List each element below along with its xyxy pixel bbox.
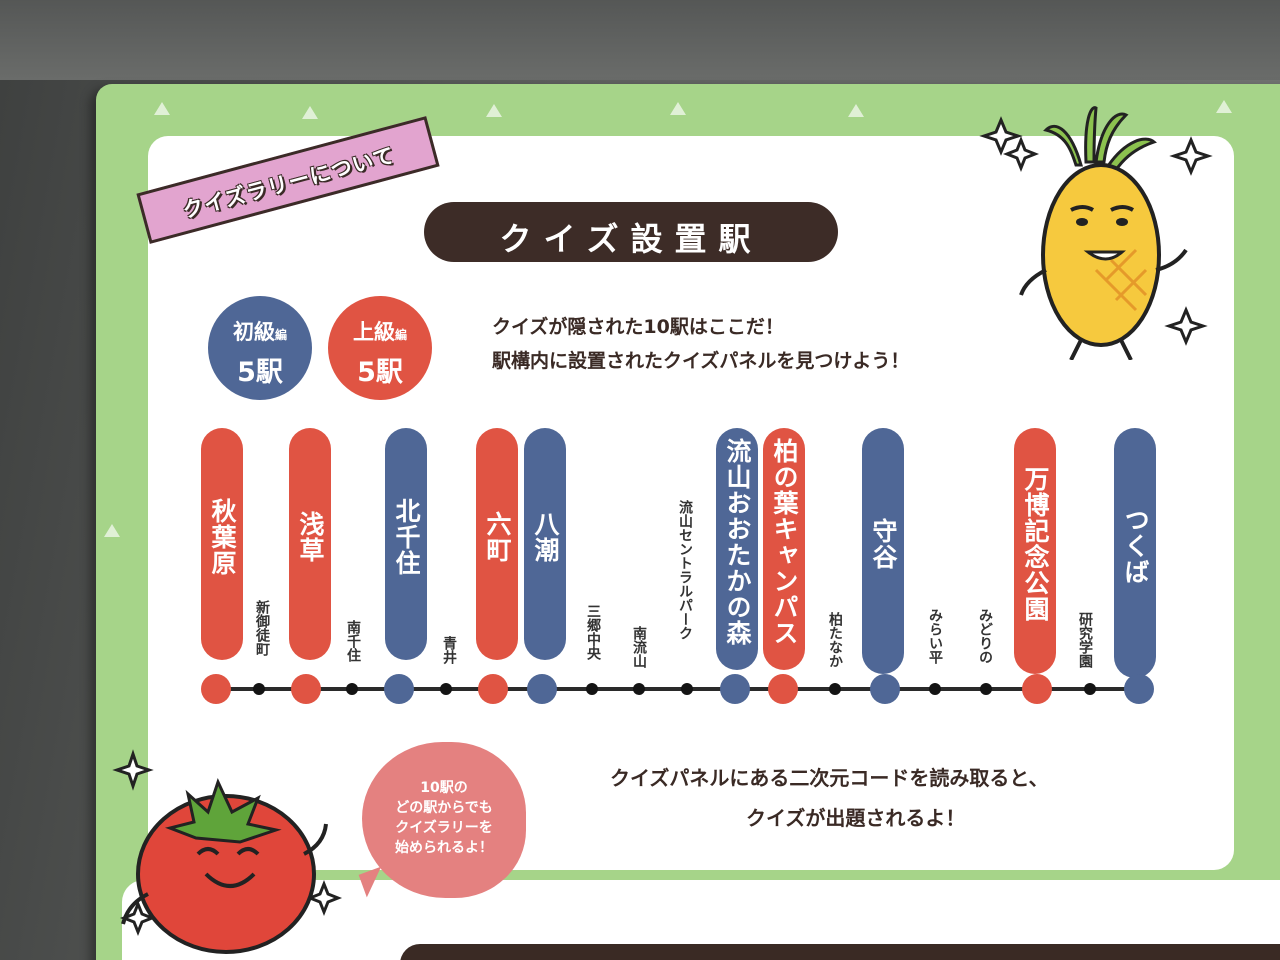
title-bar: クイズ設置駅 [424,202,838,262]
speech-line-1: 10駅の [420,780,468,796]
station-label-miraidaira: みらい平 [927,608,943,664]
triangle-decoration [848,104,864,117]
station-label-misato-chuo: 三郷中央 [585,604,601,660]
station-pill-tsukuba: つくば [1114,428,1156,678]
speech-line-2: どの駅からでも [395,800,493,816]
station-dot-kashiwa-tanaka [829,683,841,695]
station-dot-aoi [440,683,452,695]
page-title: クイズ設置駅 [499,220,763,258]
rail-line [214,687,1140,691]
station-dot-asakusa [291,674,321,704]
station-dot-moriya [870,674,900,704]
station-label-kenkyu-gakuen: 研究学園 [1077,612,1093,668]
level-beginner-count: 5駅 [237,357,283,388]
sparkle-icon [1002,135,1040,173]
station-pill-yashio: 八潮 [524,428,566,660]
triangle-decoration [670,102,686,115]
sparkle-icon [1169,136,1213,176]
station-dot-misato-chuo [586,683,598,695]
speech-bubble: 10駅の どの駅からでも クイズラリーを 始められるよ！ [358,742,526,898]
level-advanced-count: 5駅 [357,357,403,388]
station-dot-minami-senju [346,683,358,695]
station-dot-tsukuba [1124,674,1154,704]
station-label-shin-okachimachi: 新御徒町 [254,600,270,656]
intro-line-1: クイズが隠された10駅はここだ！ [492,316,784,338]
station-label-minami-senju: 南千住 [345,620,361,662]
station-pill-akihabara: 秋葉原 [201,428,243,660]
triangle-decoration [302,106,318,119]
bottom-line-1: クイズパネルにある二次元コードを読み取ると、 [610,766,1049,790]
station-dot-shin-okachimachi [253,683,265,695]
station-label-nagareyama-central-park: 流山セントラルパーク [677,500,693,640]
station-pill-asakusa: 浅草 [289,428,331,660]
station-label-midorino: みどりの [977,608,993,664]
sparkle-icon [305,879,343,917]
triangle-decoration [154,102,170,115]
lower-title-bar [400,944,1280,960]
station-dot-rokucho [478,674,508,704]
station-label-kashiwa-tanaka: 柏たなか [827,612,843,668]
station-pill-nagareyama-otakanomori: 流山おおたかの森 [716,428,758,670]
station-pill-rokucho: 六町 [476,428,518,660]
sparkle-icon [979,116,1023,156]
station-label-minami-nagareyama: 南流山 [631,626,647,668]
intro-line-2: 駅構内に設置されたクイズパネルを見つけよう！ [492,350,910,372]
level-beginner-suffix: 編 [274,328,287,342]
station-dot-midorino [980,683,992,695]
station-dot-yashio [527,674,557,704]
triangle-decoration [1216,100,1232,113]
sparkle-icon [112,749,154,791]
level-advanced-name: 上級 [352,320,395,344]
station-dot-nagareyama-central-park [681,683,693,695]
level-advanced-suffix: 編 [394,328,407,342]
level-beginner-badge: 初級編 5駅 [208,296,312,400]
station-dot-miraidaira [929,683,941,695]
station-pill-kita-senju: 北千住 [385,428,427,660]
station-dot-akihabara [201,674,231,704]
background-surface [0,0,1280,80]
speech-line-3: クイズラリーを [395,820,493,836]
level-advanced-badge: 上級編 5駅 [328,296,432,400]
station-dot-kita-senju [384,674,414,704]
pineapple-mascot [979,106,1213,360]
speech-line-4: 始められるよ！ [395,840,493,856]
tomato-mascot [112,749,343,954]
level-beginner-name: 初級 [232,320,275,344]
station-dot-minami-nagareyama [633,683,645,695]
sparkle-icon [119,899,157,937]
station-dot-nagareyama-otakanomori [720,674,750,704]
station-label-aoi: 青井 [441,636,457,664]
triangle-decoration [486,104,502,117]
bottom-line-2: クイズが出題されるよ！ [746,806,966,830]
triangle-decoration [104,524,120,537]
station-pill-banpaku-kinen-koen: 万博記念公園 [1014,428,1056,674]
station-pill-moriya: 守谷 [862,428,904,674]
station-dot-kashiwanoha-campus [768,674,798,704]
station-dot-banpaku-kinen-koen [1022,674,1052,704]
sparkle-icon [1164,306,1208,346]
station-dot-kenkyu-gakuen [1084,683,1096,695]
station-pill-kashiwanoha-campus: 柏の葉キャンパス [763,428,805,670]
